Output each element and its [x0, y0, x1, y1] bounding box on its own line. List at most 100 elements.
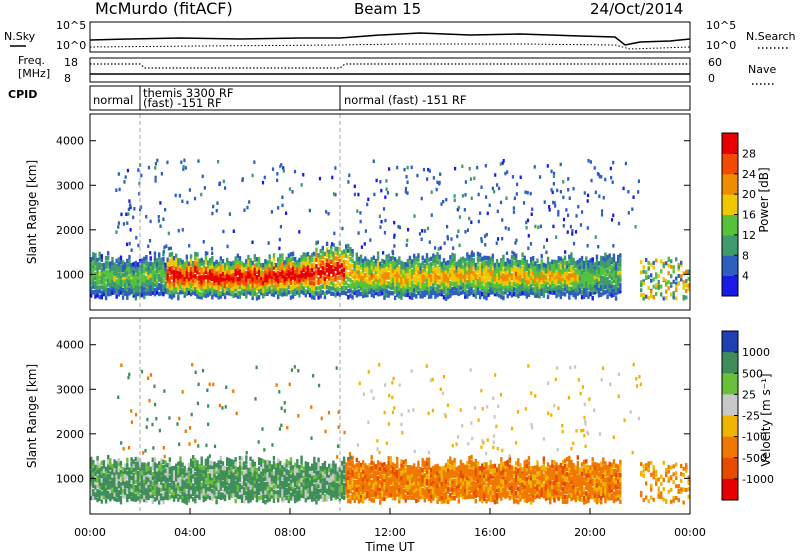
velocity-cell: [478, 477, 482, 483]
velocity-cell: [230, 489, 233, 494]
velocity-cell: [153, 491, 157, 497]
velocity-cell: [430, 490, 433, 495]
velocity-cell: [313, 474, 316, 480]
power-cell: [491, 186, 494, 191]
power-cell: [604, 290, 607, 295]
power-cell: [468, 254, 471, 260]
velocity-cell: [126, 497, 129, 503]
velocity-cell: [181, 491, 184, 496]
power-cell: [570, 256, 573, 262]
velocity-cell: [119, 482, 123, 487]
power-cell: [410, 291, 414, 297]
power-cell: [458, 215, 462, 219]
power-cell: [154, 166, 157, 170]
power-cell: [296, 263, 299, 268]
velocity-cell: [145, 487, 148, 493]
velocity-cell: [153, 457, 157, 462]
velocity-cell: [90, 487, 93, 492]
velocity-cell: [372, 480, 376, 486]
velocity-cell: [221, 475, 225, 481]
velocity-cell: [232, 474, 235, 480]
power-cell: [317, 256, 320, 262]
velocity-cell: [202, 484, 206, 489]
power-cell: [461, 274, 465, 279]
power-cell: [94, 289, 97, 294]
power-cell: [493, 289, 497, 294]
velocity-cell: [334, 475, 337, 480]
power-cell: [317, 267, 320, 272]
power-cell: [117, 265, 121, 270]
power-cell: [221, 291, 225, 297]
velocity-cell: [323, 460, 327, 466]
velocity-cell: [172, 487, 176, 492]
power-cell: [368, 279, 371, 285]
power-cell: [546, 277, 550, 283]
velocity-cell: [427, 496, 431, 502]
velocity-cell: [243, 490, 246, 495]
velocity-cell: [357, 490, 361, 495]
velocity-cell: [319, 468, 322, 474]
velocity-cell: [130, 487, 133, 492]
velocity-cell: [444, 474, 448, 480]
velocity-cell: [179, 468, 182, 474]
velocity-cell: [417, 493, 420, 498]
velocity-cell: [287, 463, 291, 469]
power-cell: [198, 258, 201, 264]
velocity-cell: [249, 471, 252, 476]
velocity-cell: [226, 492, 229, 498]
velocity-cell: [323, 481, 327, 486]
power-cell: [449, 268, 452, 274]
velocity-cell: [389, 485, 393, 491]
velocity-cell: [121, 476, 125, 481]
power-cell: [181, 228, 184, 232]
velocity-cell: [126, 483, 129, 489]
velocity-cell: [262, 481, 265, 487]
velocity-cell: [353, 472, 356, 477]
velocity-cell: [249, 475, 252, 481]
velocity-cell: [240, 494, 244, 499]
power-cell: [546, 286, 550, 291]
power-cell: [283, 291, 286, 297]
velocity-cell: [266, 493, 269, 499]
power-cell: [505, 196, 508, 201]
power-cell: [551, 279, 554, 285]
velocity-cell: [300, 485, 303, 491]
power-cell: [532, 281, 535, 287]
velocity-cell: [128, 479, 131, 484]
velocity-cell: [126, 474, 129, 480]
power-cell: [451, 269, 454, 274]
velocity-cell: [406, 484, 410, 490]
power-cell: [402, 269, 405, 275]
power-cell: [572, 280, 575, 285]
velocity-cell: [357, 468, 361, 474]
power-cell: [355, 284, 359, 290]
power-cell: [283, 263, 286, 268]
power-cell: [461, 259, 465, 264]
power-cell: [553, 283, 556, 288]
velocity-cell: [376, 483, 380, 488]
power-cell: [277, 265, 280, 271]
power-cell: [353, 273, 356, 279]
power-cell: [551, 286, 554, 291]
power-cell: [102, 291, 106, 297]
power-cell: [373, 192, 376, 197]
power-cell: [240, 268, 244, 273]
velocity-cell: [209, 468, 212, 473]
velocity-cell: [196, 482, 199, 488]
power-cell: [614, 296, 618, 301]
velocity-cell: [451, 495, 454, 501]
velocity-cell: [90, 460, 93, 465]
velocity-cell: [306, 492, 310, 497]
power-cell: [274, 280, 278, 285]
velocity-cell: [340, 465, 344, 471]
power-cell: [177, 282, 180, 287]
power-cell: [268, 254, 271, 259]
power-cell: [566, 260, 569, 266]
power-cell: [194, 251, 197, 257]
velocity-cell: [185, 474, 189, 479]
velocity-cell: [281, 492, 284, 497]
power-cell: [296, 286, 299, 291]
power-cell: [376, 287, 380, 292]
power-cell: [552, 171, 556, 176]
power-cell: [125, 242, 129, 247]
